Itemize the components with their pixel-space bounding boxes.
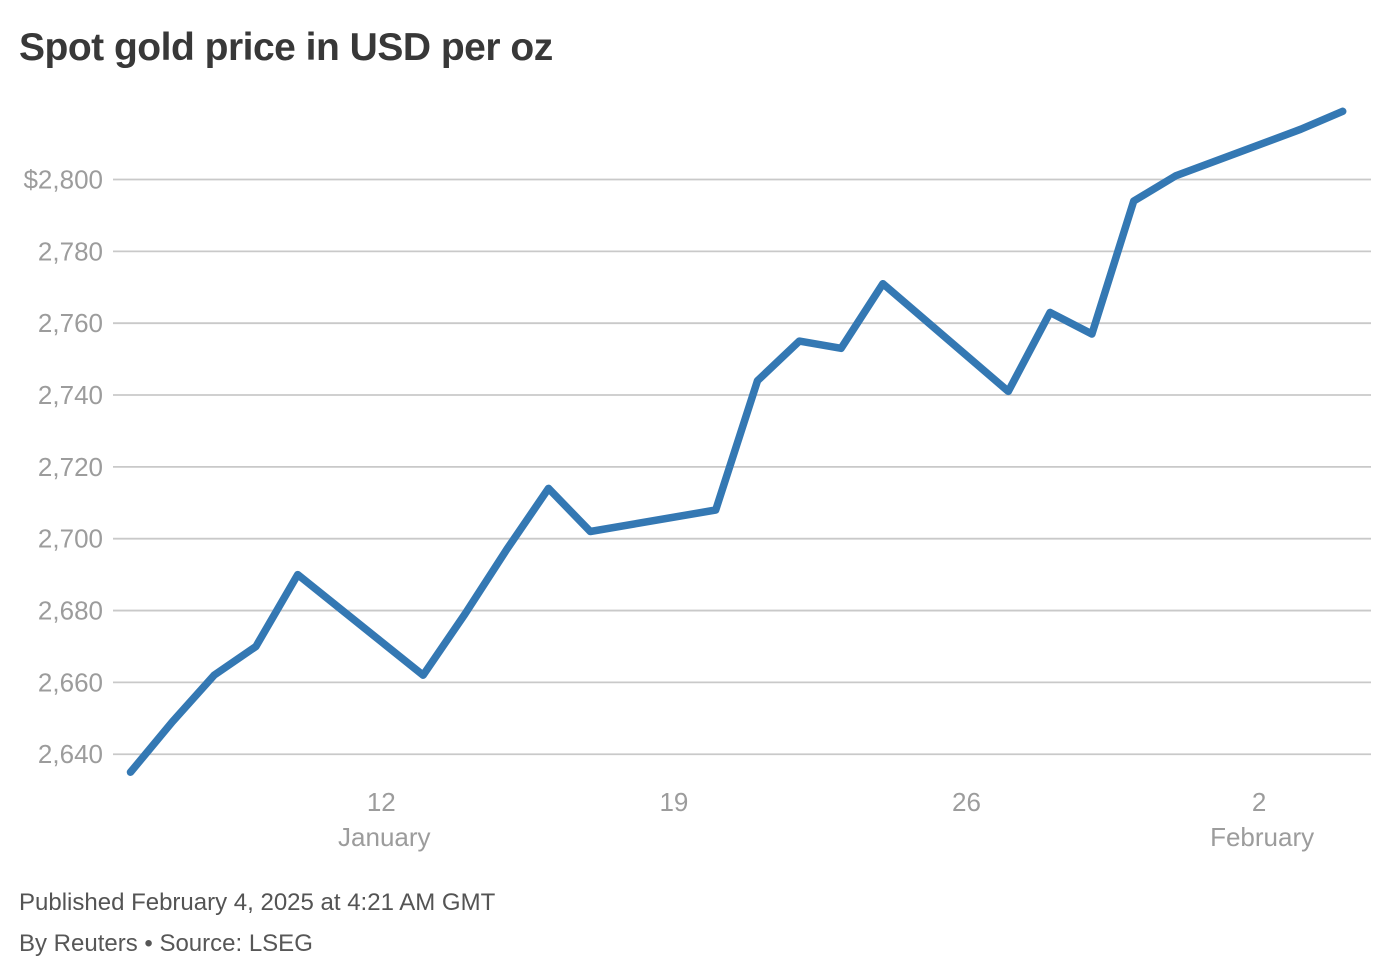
published-timestamp: Published February 4, 2025 at 4:21 AM GM… — [19, 889, 496, 916]
gold-price-line-chart: $2,800 2,780 2,760 2,740 2,720 2,700 2,680 2,66… — [23, 107, 1371, 852]
byline-source: By Reuters • Source: LSEG — [19, 930, 313, 957]
x-axis-tick-label: 2 — [1252, 787, 1266, 817]
y-axis-tick-label: 2,680 — [38, 596, 103, 626]
y-axis-tick-label: 2,660 — [38, 667, 103, 697]
x-axis-month-label: February — [1210, 822, 1314, 852]
gold-price-line — [126, 107, 1347, 776]
x-axis-month-label: January — [338, 822, 431, 852]
y-axis-tick-label: 2,700 — [38, 524, 103, 554]
y-axis-tick-label: 2,760 — [38, 308, 103, 338]
y-axis-tick-label: 2,780 — [38, 236, 103, 266]
x-axis-tick-label: 12 — [367, 787, 396, 817]
y-axis-tick-label: 2,720 — [38, 452, 103, 482]
y-axis-tick-label: 2,640 — [38, 739, 103, 769]
y-axis-tick-label: 2,740 — [38, 380, 103, 410]
y-axis-tick-label: $2,800 — [23, 165, 103, 195]
x-axis-tick-label: 19 — [659, 787, 688, 817]
chart-title: Spot gold price in USD per oz — [19, 26, 553, 69]
x-axis-tick-label: 26 — [952, 787, 981, 817]
